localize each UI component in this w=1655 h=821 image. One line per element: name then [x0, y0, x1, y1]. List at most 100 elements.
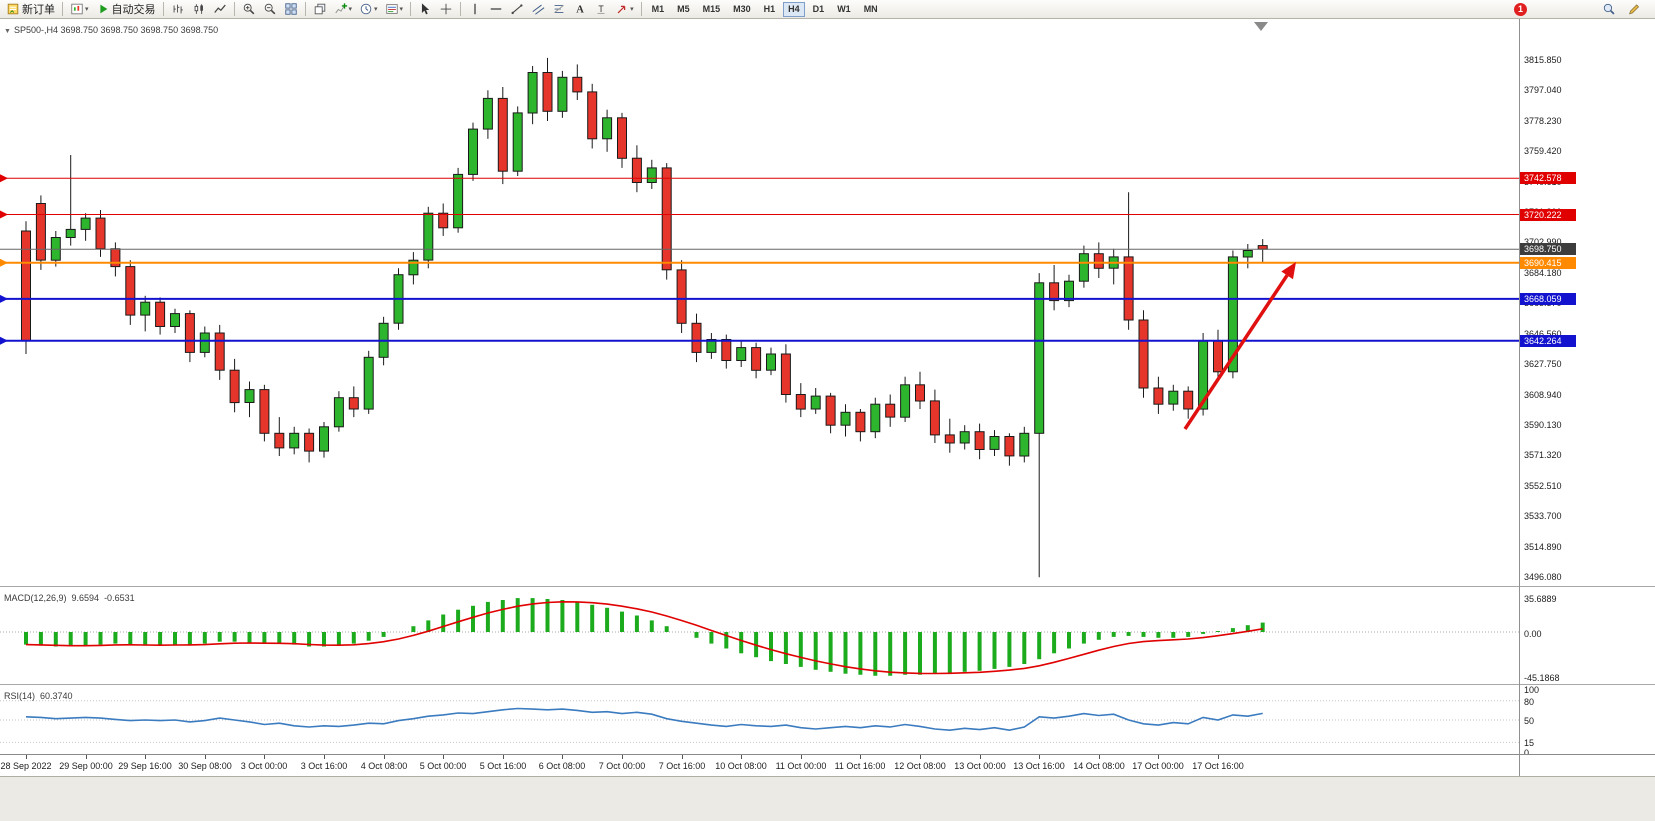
vertical-line-button[interactable]	[465, 1, 485, 18]
time-tick	[1218, 755, 1219, 759]
time-axis-label: 7 Oct 16:00	[658, 761, 706, 771]
macd-signal-line	[25, 600, 1263, 675]
time-axis-label: 29 Sep 16:00	[118, 761, 172, 771]
notification-badge[interactable]: 1	[1514, 2, 1527, 16]
channel-button[interactable]	[528, 1, 548, 18]
timeframe-w1[interactable]: W1	[837, 4, 851, 14]
time-tick	[860, 755, 861, 759]
search-button[interactable]	[1599, 1, 1619, 18]
price-axis-label: 3608.940	[1524, 390, 1562, 400]
candles-icon	[192, 2, 206, 16]
trendline-button[interactable]	[507, 1, 527, 18]
hline-left-marker	[0, 294, 8, 303]
fibonacci-icon	[552, 2, 566, 16]
indicators-button[interactable]: ▾	[331, 1, 356, 18]
time-tick	[562, 755, 563, 759]
periods-button[interactable]: ▾	[356, 1, 381, 18]
time-axis-label: 7 Oct 00:00	[598, 761, 646, 771]
time-axis-label: 6 Oct 08:00	[538, 761, 586, 771]
macd-histogram	[24, 598, 1265, 676]
time-tick	[264, 755, 265, 759]
time-tick	[503, 755, 504, 759]
new-order-icon	[6, 2, 20, 16]
chart-window-dropdown-icon[interactable]: ▾	[85, 6, 89, 13]
price-chart-canvas[interactable]	[0, 19, 1519, 585]
timeframe-m30[interactable]: M30	[733, 4, 751, 14]
chart-window-icon	[70, 2, 84, 16]
collapse-icon[interactable]: ▼	[4, 28, 11, 35]
bid-price-tag: 3698.750	[1520, 243, 1576, 255]
time-tick	[980, 755, 981, 759]
shapes-dropdown-icon[interactable]: ▾	[630, 6, 634, 13]
macd-label: MACD(12,26,9) 9.6594 -0.6531	[4, 593, 135, 603]
periods-dropdown-icon[interactable]: ▾	[374, 6, 378, 13]
templates-button[interactable]: ▾	[382, 1, 407, 18]
zoom-out-icon	[263, 2, 277, 16]
price-axis-label: 3627.750	[1524, 359, 1562, 369]
new-order-label: 新订单	[22, 4, 55, 16]
bars-icon	[171, 2, 185, 16]
toolbar-separator	[460, 2, 462, 16]
edit-button[interactable]	[1624, 1, 1644, 18]
timeframe-m5[interactable]: M5	[677, 4, 690, 14]
linechart-icon	[213, 2, 227, 16]
bars-mode-button[interactable]	[168, 1, 188, 18]
horizontal-line-button[interactable]	[486, 1, 506, 18]
rsi-panel: RSI(14) 60.3740 100 80 50 15 0	[0, 684, 1655, 758]
zoom-in-button[interactable]	[239, 1, 259, 18]
label-tool-button[interactable]	[591, 1, 611, 18]
hline-left-marker	[0, 336, 8, 345]
toolbar: 新订单 ▾ 自动交易 ▾ ▾ ▾ ▾ M1 M5 M15 M30 H1 H4 D1 W1 MN 1	[0, 0, 1655, 19]
rsi-axis-label: 50	[1524, 716, 1535, 726]
arrange-icon	[313, 2, 327, 16]
tile-windows-button[interactable]	[281, 1, 301, 18]
tile-icon	[284, 2, 298, 16]
toolbar-separator	[233, 2, 235, 16]
auto-trading-button[interactable]: 自动交易	[93, 1, 159, 18]
shapes-button[interactable]: ▾	[612, 1, 637, 18]
chart-shift-marker[interactable]	[1254, 22, 1268, 31]
toolbar-separator	[62, 2, 63, 16]
timeframe-d1[interactable]: D1	[812, 4, 825, 14]
price-panel: ▼ SP500-,H4 3698.750 3698.750 3698.750 36…	[0, 19, 1655, 586]
channel-icon	[531, 2, 545, 16]
cursor-button[interactable]	[415, 1, 435, 18]
rsi-canvas[interactable]	[0, 685, 1519, 754]
timeframe-h1[interactable]: H1	[763, 4, 776, 14]
arrange-windows-button[interactable]	[310, 1, 330, 18]
autotrading-icon	[96, 2, 110, 16]
macd-axis-label: 0.00	[1524, 629, 1542, 639]
price-axis-label: 3552.510	[1524, 481, 1562, 491]
templates-dropdown-icon[interactable]: ▾	[399, 6, 404, 13]
time-axis-label: 5 Oct 00:00	[419, 761, 467, 771]
new-order-button[interactable]: 新订单	[3, 1, 58, 18]
indicators-dropdown-icon[interactable]: ▾	[348, 6, 353, 13]
price-axis-label: 3702.990	[1524, 237, 1562, 247]
chart-window-button[interactable]: ▾	[67, 1, 92, 18]
candles-mode-button[interactable]	[189, 1, 209, 18]
time-axis[interactable]: 28 Sep 2022 29 Sep 00:00 29 Sep 16:00 30 Se…	[0, 754, 1655, 776]
crosshair-button[interactable]	[436, 1, 456, 18]
time-axis-label: 12 Oct 08:00	[894, 761, 946, 771]
time-axis-label: 28 Sep 2022	[0, 761, 52, 771]
timeframe-m15[interactable]: M15	[702, 4, 721, 14]
text-tool-button[interactable]	[570, 1, 590, 18]
timeframe-mn[interactable]: MN	[863, 4, 878, 14]
zoom-out-button[interactable]	[260, 1, 280, 18]
macd-panel: MACD(12,26,9) 9.6594 -0.6531 35.6889 0.00 -4…	[0, 586, 1655, 684]
time-axis-label: 17 Oct 16:00	[1192, 761, 1244, 771]
fibonacci-button[interactable]	[549, 1, 569, 18]
price-axis-label: 3533.700	[1524, 511, 1562, 521]
macd-canvas[interactable]	[0, 587, 1519, 684]
timeframe-m1[interactable]: M1	[651, 4, 665, 14]
timeframe-h4[interactable]: H4	[783, 1, 805, 17]
rsi-value: 60.3740	[40, 691, 73, 701]
crosshair-icon	[439, 2, 453, 16]
line-mode-button[interactable]	[210, 1, 230, 18]
time-tick	[682, 755, 683, 759]
toolbar-separator	[304, 2, 306, 16]
time-tick	[324, 755, 325, 759]
toolbar-separator	[162, 2, 164, 16]
time-tick	[801, 755, 802, 759]
trend-arrow-annotation[interactable]	[1183, 262, 1296, 430]
